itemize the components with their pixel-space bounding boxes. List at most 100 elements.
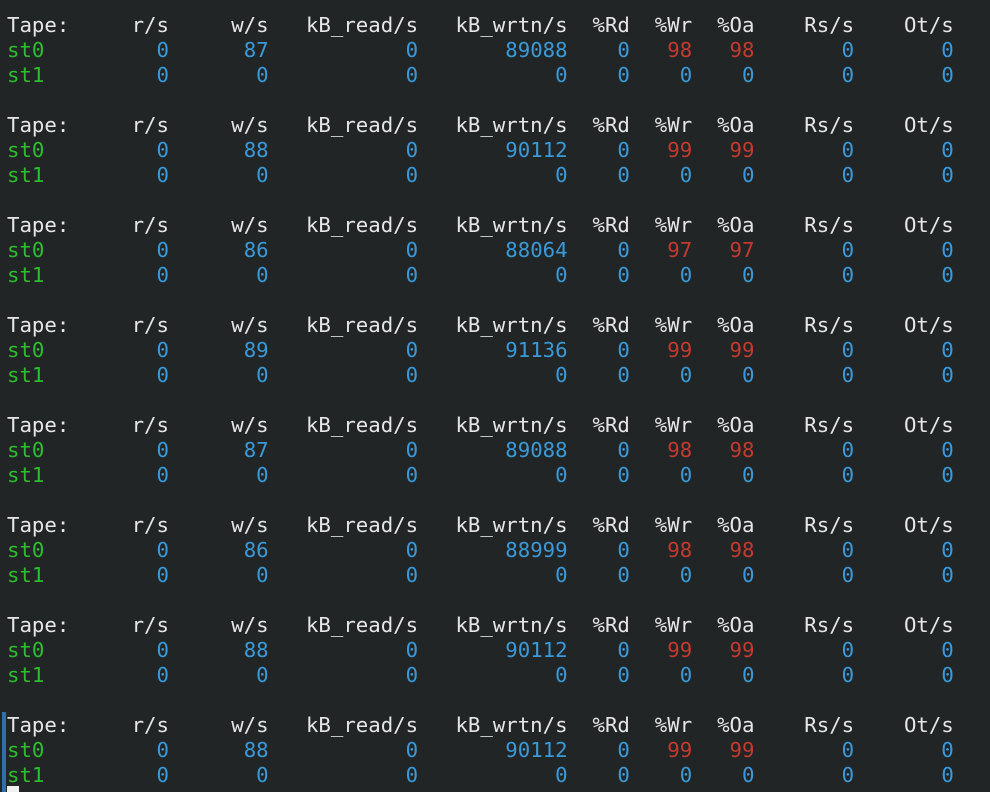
column-header: %Oa (717, 13, 755, 37)
cell-value: 97 (729, 238, 755, 262)
cell-value: 99 (667, 638, 693, 662)
header-row: Tape: r/s w/s kB_read/s kB_wrtn/s %Rd %W… (7, 313, 954, 338)
cell-value: 0 (405, 438, 419, 462)
cell-value: 0 (679, 363, 693, 387)
cell-value: 0 (256, 163, 269, 187)
cell-value: 0 (405, 63, 419, 87)
header-row: Tape: r/s w/s kB_read/s kB_wrtn/s %Rd %W… (7, 513, 954, 538)
cell-value: 90112 (505, 638, 568, 662)
cell-value: 0 (742, 463, 755, 487)
device-name: st1 (7, 563, 45, 587)
column-header: Tape: (7, 613, 70, 637)
column-header: r/s (131, 113, 169, 137)
cell-value: 0 (617, 63, 630, 87)
cell-value: 0 (742, 363, 755, 387)
cell-value: 86 (243, 238, 269, 262)
cell-value: 0 (841, 263, 855, 287)
header-row: Tape: r/s w/s kB_read/s kB_wrtn/s %Rd %W… (7, 413, 954, 438)
cell-value: 99 (667, 738, 693, 762)
device-name: st0 (7, 438, 45, 462)
scroll-position-marker (2, 712, 6, 792)
device-name: st1 (7, 263, 45, 287)
cell-value: 0 (617, 563, 630, 587)
device-name: st1 (7, 663, 45, 687)
cell-value: 0 (617, 463, 630, 487)
column-header: w/s (231, 413, 269, 437)
cell-value: 0 (156, 663, 169, 687)
cell-value: 0 (841, 438, 855, 462)
column-header: Rs/s (804, 613, 855, 637)
column-header: %Wr (654, 413, 693, 437)
cell-value: 88064 (505, 238, 568, 262)
cell-value: 0 (156, 638, 169, 662)
column-header: r/s (131, 313, 169, 337)
cell-value: 0 (841, 338, 855, 362)
cell-value: 87 (243, 38, 269, 62)
blank-line (7, 488, 954, 513)
cell-value: 0 (617, 338, 630, 362)
cell-value: 0 (156, 738, 169, 762)
cell-value: 0 (841, 563, 855, 587)
cell-value: 0 (742, 263, 755, 287)
terminal-output[interactable]: Tape: r/s w/s kB_read/s kB_wrtn/s %Rd %W… (7, 13, 954, 788)
cell-value: 0 (941, 663, 954, 687)
column-header: %Rd (592, 713, 630, 737)
column-header: r/s (131, 213, 169, 237)
column-header: %Rd (592, 113, 630, 137)
cell-value: 90112 (505, 738, 568, 762)
column-header: %Rd (592, 13, 630, 37)
cell-value: 0 (256, 463, 269, 487)
cell-value: 0 (156, 163, 169, 187)
column-header: w/s (231, 713, 269, 737)
column-header: Ot/s (903, 13, 954, 37)
cell-value: 0 (156, 763, 169, 787)
cell-value: 0 (941, 763, 954, 787)
cell-value: 0 (841, 663, 855, 687)
cell-value: 0 (941, 263, 954, 287)
column-header: w/s (231, 513, 269, 537)
cell-value: 89088 (505, 38, 568, 62)
cell-value: 0 (941, 238, 954, 262)
cell-value: 0 (405, 463, 419, 487)
column-header: Ot/s (903, 313, 954, 337)
device-name: st0 (7, 738, 45, 762)
cell-value: 99 (729, 738, 755, 762)
cell-value: 0 (156, 463, 169, 487)
cell-value: 0 (742, 63, 755, 87)
column-header: kB_wrtn/s (455, 413, 568, 437)
cell-value: 0 (405, 238, 419, 262)
cell-value: 0 (841, 138, 855, 162)
device-row: st0 0 88 0 90112 0 99 99 0 0 (7, 638, 954, 663)
terminal-cursor (7, 786, 19, 792)
cell-value: 0 (256, 563, 269, 587)
column-header: Ot/s (903, 213, 954, 237)
column-header: w/s (231, 113, 269, 137)
cell-value: 89 (243, 338, 269, 362)
cell-value: 99 (667, 138, 693, 162)
cell-value: 0 (405, 538, 419, 562)
cell-value: 0 (405, 563, 419, 587)
column-header: Rs/s (804, 713, 855, 737)
column-header: kB_read/s (305, 413, 419, 437)
cell-value: 0 (941, 463, 954, 487)
column-header: r/s (131, 613, 169, 637)
device-row: st0 0 86 0 88999 0 98 98 0 0 (7, 538, 954, 563)
column-header: Ot/s (903, 113, 954, 137)
cell-value: 0 (555, 363, 568, 387)
column-header: r/s (131, 13, 169, 37)
cell-value: 86 (243, 538, 269, 562)
blank-line (7, 188, 954, 213)
device-name: st1 (7, 763, 45, 787)
column-header: Rs/s (804, 13, 855, 37)
cell-value: 0 (941, 738, 954, 762)
column-header: %Wr (654, 13, 693, 37)
cell-value: 89088 (505, 438, 568, 462)
cell-value: 0 (841, 163, 855, 187)
cell-value: 0 (617, 38, 630, 62)
blank-line (7, 688, 954, 713)
device-row: st1 0 0 0 0 0 0 0 0 0 (7, 263, 954, 288)
cell-value: 0 (405, 763, 419, 787)
cell-value: 87 (243, 438, 269, 462)
device-row: st0 0 89 0 91136 0 99 99 0 0 (7, 338, 954, 363)
cell-value: 88 (243, 638, 269, 662)
